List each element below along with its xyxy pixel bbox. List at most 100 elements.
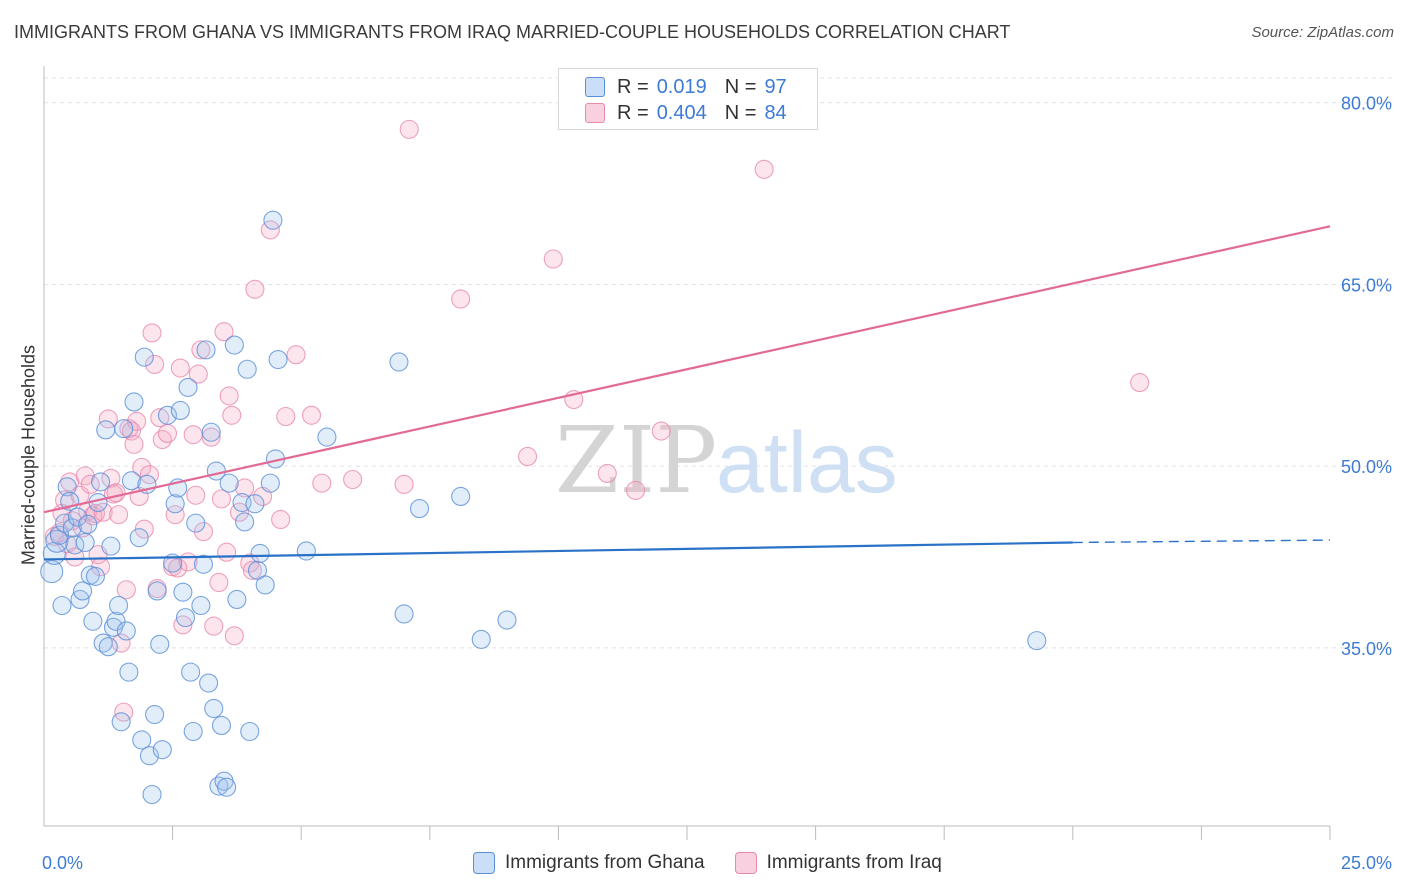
iraq-point [543, 249, 563, 269]
iraq-point [1130, 373, 1150, 393]
r-label: R = [617, 75, 649, 98]
iraq-point [191, 340, 211, 360]
iraq-point [276, 406, 296, 427]
iraq-point [235, 478, 255, 498]
ghana-point [157, 405, 178, 425]
r-label: R = [617, 101, 649, 124]
ghana-point [237, 359, 257, 379]
iraq-point [152, 429, 172, 450]
ghana-point [1027, 631, 1047, 651]
iraq-point [150, 408, 170, 428]
ghana-point [191, 595, 211, 616]
n-value: 97 [764, 75, 787, 98]
iraq-point [101, 468, 121, 488]
iraq-point [142, 323, 162, 343]
ghana-point [134, 347, 154, 367]
iraq-point [754, 159, 774, 179]
ghana-point [471, 629, 491, 649]
x-tick-label: 0.0% [42, 853, 83, 873]
ghana-trend-extension [1072, 539, 1331, 544]
watermark-zip: ZIP [555, 407, 717, 514]
ghana-point [91, 472, 111, 492]
iraq-point [93, 502, 113, 522]
ghana-point [75, 532, 95, 553]
ghana-point [152, 740, 172, 760]
ghana-point [317, 427, 337, 447]
iraq-point [145, 354, 165, 374]
ghana-point [245, 494, 265, 514]
iraq-point [186, 485, 206, 505]
iraq-point [343, 469, 363, 490]
ghana-point [83, 611, 103, 631]
iraq-point [301, 405, 322, 425]
iraq-point [286, 345, 306, 365]
iraq-point [124, 434, 144, 454]
iraq-swatch-icon [585, 103, 605, 123]
ghana-point [199, 673, 219, 693]
legend-item-ghana: Immigrants from Ghana [473, 852, 705, 874]
iraq-point [399, 119, 419, 139]
ghana-point [181, 662, 201, 682]
legend-item-iraq: Immigrants from Iraq [734, 852, 942, 874]
ghana-point [124, 392, 144, 412]
iraq-point [242, 560, 262, 580]
chart-source: Source: ZipAtlas.com [1251, 24, 1394, 41]
iraq-point [222, 405, 242, 425]
ghana-point [201, 422, 221, 442]
ghana-point [186, 513, 206, 533]
watermark: ZIP atlas [555, 407, 898, 514]
iraq-point [165, 505, 185, 525]
ghana-point [219, 473, 239, 493]
ghana-point [132, 730, 152, 750]
ghana-point [255, 575, 275, 595]
iraq-point [209, 572, 229, 593]
y-tick-label: 65.0% [1341, 275, 1392, 295]
ghana-point [106, 611, 126, 631]
legend-label-ghana: Immigrants from Ghana [505, 852, 705, 873]
ghana-point [170, 400, 190, 420]
ghana-point [129, 528, 149, 548]
iraq-point [211, 489, 232, 509]
ghana-point [227, 589, 247, 609]
ghana-point [52, 595, 72, 616]
ghana-point [250, 543, 270, 563]
ghana-point [93, 633, 113, 653]
legend-row-iraq: R = 0.404 N = 84 [585, 101, 787, 125]
r-value: 0.019 [656, 75, 707, 98]
iraq-point [651, 421, 671, 441]
ghana-point [142, 784, 162, 805]
ghana-point [121, 471, 141, 491]
ghana-point [240, 721, 260, 742]
ghana-point [196, 340, 216, 360]
ghana-swatch-icon [585, 77, 605, 97]
tick-labels: 35.0% 50.0% 65.0% 80.0% 0.0% 25.0% [42, 94, 1392, 873]
series-legend: Immigrants from Ghana Immigrants from Ir… [473, 852, 972, 874]
ghana-point [211, 715, 232, 735]
iraq-point [451, 289, 471, 309]
trend-lines [43, 225, 1331, 561]
ghana-point [147, 581, 167, 601]
ghana-point [111, 712, 131, 732]
ghana-point [497, 610, 517, 630]
y-axis-label: Married-couple Households [18, 344, 39, 566]
ghana-point [119, 662, 139, 682]
n-label: N = [724, 75, 757, 98]
iraq-point [240, 553, 260, 573]
iraq-trend-line [43, 225, 1331, 514]
legend-row-ghana: R = 0.019 N = 97 [585, 75, 787, 99]
ghana-trend-line [43, 541, 1073, 561]
iraq-point [245, 279, 265, 299]
ghana-point [224, 335, 244, 355]
iraq-point [626, 480, 646, 500]
ghana-point [296, 541, 316, 561]
ghana-point [165, 494, 185, 514]
ghana-point [45, 529, 69, 553]
ghana-point [175, 608, 196, 628]
iraq-point [204, 616, 224, 636]
iraq-point [173, 615, 193, 635]
ghana-point [183, 721, 203, 742]
ghana-swatch-icon [473, 852, 495, 874]
ghana-point [67, 507, 87, 527]
iraq-swatch-icon [734, 852, 757, 874]
